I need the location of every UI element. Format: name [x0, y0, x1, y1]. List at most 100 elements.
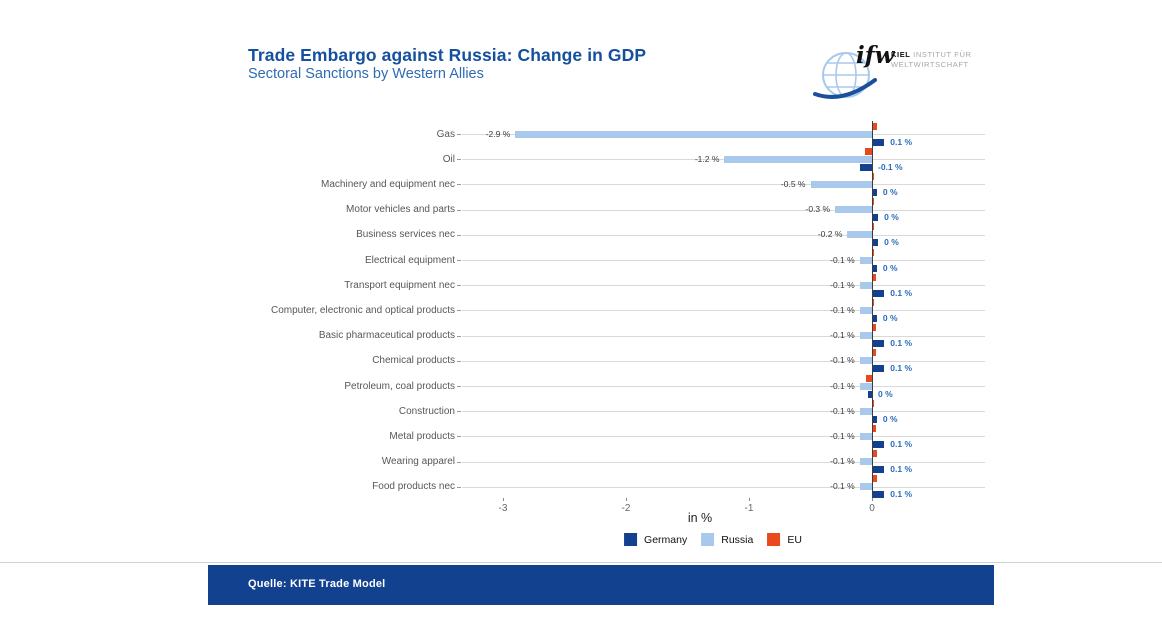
value-label-germany: 0.1 %: [890, 136, 913, 147]
logo-institut-fuer: INSTITUT FÜR: [910, 50, 972, 59]
bar-eu: [872, 172, 875, 180]
category-label: Transport equipment nec: [344, 279, 455, 291]
bar-eu: [872, 273, 876, 281]
bar-russia: [810, 180, 872, 188]
bar-eu: [872, 475, 877, 483]
chart-subtitle: Sectoral Sanctions by Western Allies: [248, 66, 484, 82]
value-label-russia: -0.1 %: [830, 380, 855, 391]
bar-germany: [872, 314, 877, 322]
category-tick-mark: [457, 159, 461, 161]
category-tick-mark: [457, 436, 461, 438]
grid-line: [462, 159, 985, 161]
category-label: Motor vehicles and parts: [346, 204, 455, 216]
value-label-russia: -0.1 %: [830, 481, 855, 492]
value-label-germany: 0.1 %: [890, 338, 913, 349]
bar-eu: [872, 450, 877, 458]
x-axis-title: in %: [687, 511, 713, 525]
grid-line: [462, 335, 985, 337]
bar-russia: [859, 432, 872, 440]
value-label-russia: -0.1 %: [830, 355, 855, 366]
bar-russia: [515, 130, 872, 138]
bar-russia: [859, 256, 872, 264]
bar-germany: [872, 466, 885, 474]
category-label: Construction: [398, 405, 455, 417]
bar-russia: [859, 382, 872, 390]
legend-item-germany: Germany: [624, 533, 687, 546]
category-tick-mark: [457, 360, 461, 362]
bar-germany: [872, 214, 879, 222]
category-tick-mark: [457, 310, 461, 312]
grid-line: [462, 184, 985, 186]
category-label: Oil: [442, 153, 455, 165]
bar-germany: [872, 415, 877, 423]
value-label-germany: -0.1 %: [878, 161, 903, 172]
bar-eu: [864, 147, 872, 155]
bar-eu: [872, 122, 877, 130]
bar-germany: [872, 239, 879, 247]
x-axis-tick-mark: [626, 498, 627, 501]
bar-eu: [872, 349, 876, 357]
category-label: Chemical products: [372, 355, 455, 367]
bar-eu: [872, 223, 875, 231]
bar-germany: [872, 440, 885, 448]
bar-germany: [872, 340, 885, 348]
value-label-russia: -0.1 %: [830, 430, 855, 441]
grid-line: [462, 461, 985, 463]
value-label-germany: 0 %: [882, 413, 898, 424]
logo-institute-text: KIEL INSTITUT FÜR WELTWIRTSCHAFT: [891, 50, 971, 69]
value-label-russia: -0.1 %: [830, 279, 855, 290]
grid-line: [462, 386, 985, 387]
category-tick-mark: [457, 486, 461, 488]
bar-germany: [868, 390, 872, 398]
value-label-germany: 0.1 %: [890, 438, 913, 449]
legend-swatch-germany: [624, 533, 638, 546]
x-axis-tick-label: -1: [744, 503, 754, 514]
value-label-germany: 0.1 %: [890, 363, 913, 374]
grid-line: [462, 411, 985, 413]
category-tick-mark: [457, 209, 461, 211]
grid-line: [462, 260, 985, 261]
x-axis-tick-mark: [749, 498, 750, 501]
category-label: Food products nec: [372, 481, 455, 493]
legend-swatch-eu: [767, 533, 781, 546]
x-axis-tick-label: -2: [621, 503, 631, 514]
category-label: Electrical equipment: [364, 254, 455, 266]
source-text: Quelle: KITE Trade Model: [248, 578, 386, 590]
legend-label-germany: Germany: [644, 533, 688, 546]
legend: Germany Russia EU: [624, 533, 802, 546]
footer-band: Quelle: KITE Trade Model: [208, 565, 994, 605]
legend-item-russia: Russia: [701, 533, 753, 546]
category-tick-mark: [457, 134, 461, 135]
bar-germany: [872, 264, 877, 272]
value-label-germany: 0 %: [878, 388, 893, 399]
legend-label-eu: EU: [787, 533, 802, 546]
category-tick-mark: [457, 386, 461, 387]
globe-icon: [813, 52, 877, 99]
grid-line: [462, 209, 985, 211]
grid-line: [462, 486, 985, 488]
bar-russia: [859, 306, 872, 314]
bar-eu: [872, 248, 875, 256]
x-axis-tick-mark: [872, 498, 873, 501]
value-label-germany: 0.1 %: [890, 489, 913, 500]
category-label: Machinery and equipment nec: [321, 178, 455, 190]
logo-kiel: KIEL: [891, 50, 911, 59]
value-label-germany: 0 %: [884, 212, 899, 223]
category-tick-mark: [457, 335, 461, 337]
bar-russia: [859, 407, 872, 415]
value-label-germany: 0 %: [884, 237, 899, 248]
category-tick-mark: [457, 411, 461, 413]
logo-weltwirtschaft: WELTWIRTSCHAFT: [891, 59, 969, 69]
value-label-russia: -0.3 %: [805, 204, 831, 215]
category-tick-mark: [457, 285, 461, 287]
category-label: Gas: [436, 128, 455, 140]
chart-title: Trade Embargo against Russia: Change in …: [248, 45, 647, 65]
value-label-germany: 0.1 %: [890, 464, 913, 475]
bar-germany: [859, 163, 872, 171]
bar-eu: [872, 399, 875, 407]
value-label-germany: 0.1 %: [890, 287, 913, 298]
legend-label-russia: Russia: [721, 533, 754, 546]
value-label-germany: 0 %: [882, 186, 898, 197]
x-axis-tick-label: 0: [869, 503, 875, 514]
